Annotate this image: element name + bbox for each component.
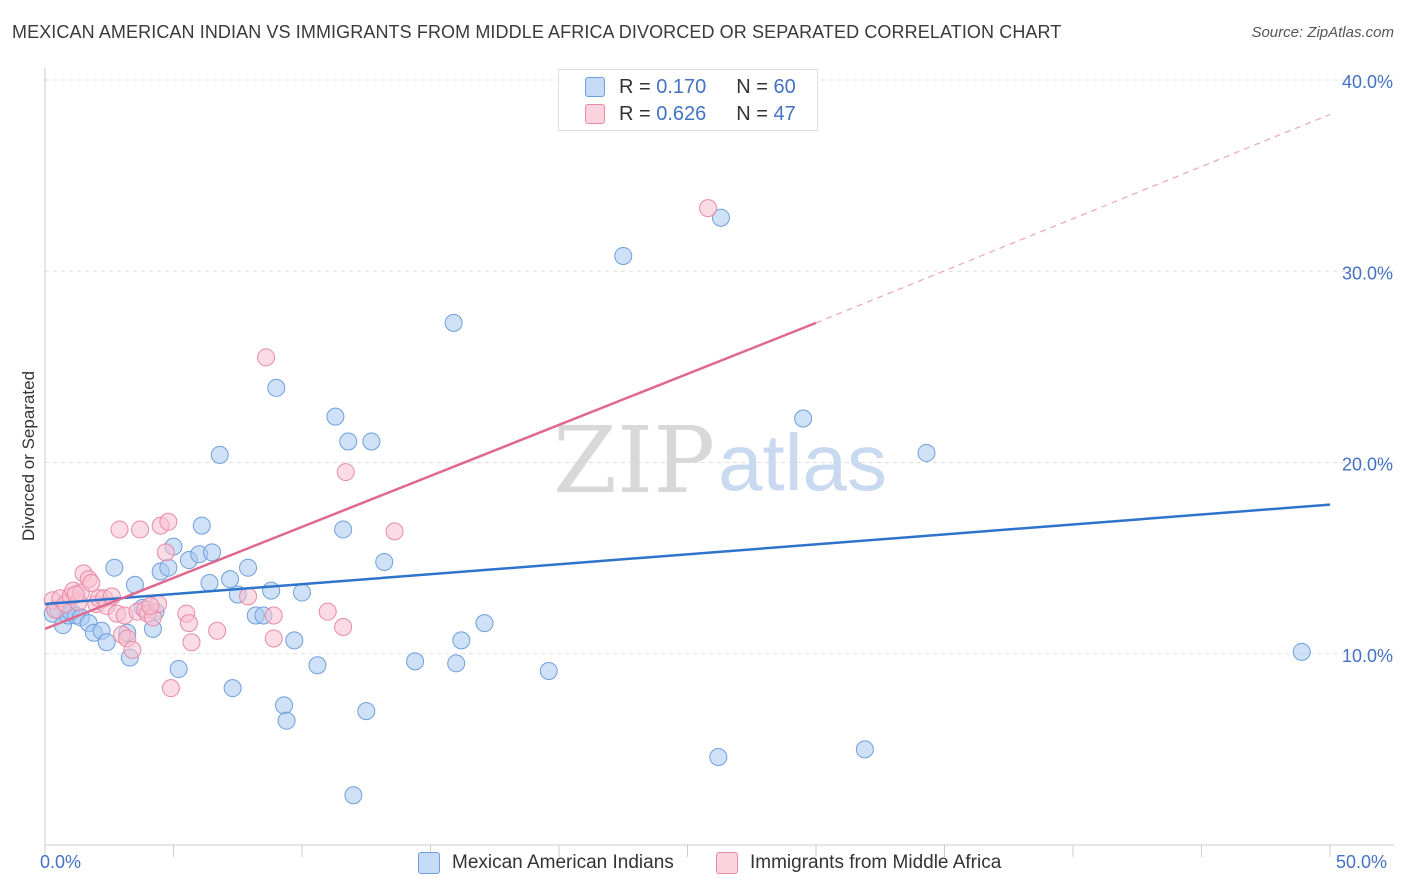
point-middle-africa bbox=[699, 199, 718, 218]
point-mexican bbox=[406, 652, 425, 671]
y-tick-label: 30.0% bbox=[1342, 263, 1393, 283]
point-middle-africa bbox=[179, 614, 198, 633]
bottom-legend-swatch-pink-icon bbox=[716, 852, 738, 874]
point-middle-africa bbox=[334, 617, 353, 636]
point-middle-africa bbox=[257, 348, 276, 367]
bottom-legend-item-middle-africa: Immigrants from Middle Africa bbox=[716, 852, 1001, 874]
point-middle-africa bbox=[208, 621, 227, 640]
point-mexican bbox=[277, 711, 296, 730]
y-tick-label: 20.0% bbox=[1342, 455, 1393, 475]
point-mexican bbox=[293, 583, 311, 602]
point-mexican bbox=[375, 552, 394, 571]
trend-line-mexican bbox=[44, 503, 1331, 606]
point-mexican bbox=[210, 445, 229, 464]
point-mexican bbox=[1292, 642, 1311, 661]
point-mexican bbox=[239, 558, 258, 577]
trend-line-extension bbox=[815, 113, 1331, 324]
point-middle-africa bbox=[66, 585, 85, 604]
point-mexican bbox=[285, 631, 304, 650]
legend-swatch-blue-icon bbox=[585, 77, 605, 97]
point-middle-africa bbox=[123, 640, 142, 659]
legend-n-value: 60 bbox=[773, 75, 796, 98]
point-mexican bbox=[267, 378, 286, 397]
point-middle-africa bbox=[239, 587, 258, 606]
point-middle-africa bbox=[385, 522, 404, 541]
legend-row-mexican: R = 0.170 N = 60 bbox=[585, 74, 796, 100]
legend-r-label: R = bbox=[619, 102, 651, 125]
point-mexican bbox=[357, 702, 376, 721]
legend-r-label: R = bbox=[619, 75, 651, 98]
watermark-atlas: atlas bbox=[718, 418, 887, 507]
y-tick-labels: 10.0% 20.0% 30.0% 40.0% bbox=[1342, 72, 1393, 666]
point-mexican bbox=[444, 313, 463, 332]
point-middle-africa bbox=[156, 543, 175, 562]
bottom-legend-item-mexican: Mexican American Indians bbox=[418, 852, 674, 874]
point-mexican bbox=[614, 246, 633, 265]
point-middle-africa bbox=[161, 679, 180, 698]
point-middle-africa bbox=[318, 602, 337, 621]
point-middle-africa bbox=[159, 512, 178, 531]
point-mexican bbox=[223, 679, 242, 698]
chart-title: MEXICAN AMERICAN INDIAN VS IMMIGRANTS FR… bbox=[12, 22, 1062, 42]
trend-lines bbox=[44, 113, 1331, 631]
legend-n-label: N = bbox=[736, 102, 768, 125]
source-label: Source: ZipAtlas.com bbox=[1251, 24, 1394, 41]
point-middle-africa bbox=[131, 520, 150, 539]
bottom-legend-label-mexican: Mexican American Indians bbox=[452, 852, 674, 873]
trend-line-middle-africa bbox=[44, 321, 817, 631]
point-mexican bbox=[308, 656, 327, 675]
point-middle-africa bbox=[182, 633, 201, 652]
point-mexican bbox=[794, 409, 813, 428]
x-tick-min: 0.0% bbox=[40, 852, 82, 872]
point-mexican bbox=[221, 570, 240, 589]
point-mexican bbox=[855, 740, 874, 759]
point-mexican bbox=[159, 558, 178, 577]
point-mexican bbox=[344, 786, 363, 805]
point-middle-africa bbox=[82, 573, 101, 592]
point-middle-africa bbox=[110, 520, 129, 539]
point-mexican bbox=[334, 520, 353, 539]
legend-r-value: 0.170 bbox=[656, 75, 707, 98]
bottom-legend-swatch-blue-icon bbox=[418, 852, 440, 874]
point-mexican bbox=[452, 631, 471, 650]
point-mexican bbox=[539, 661, 558, 680]
point-middle-africa bbox=[264, 606, 283, 625]
data-points bbox=[43, 199, 1311, 805]
point-mexican bbox=[475, 614, 494, 633]
point-mexican bbox=[709, 748, 728, 767]
point-mexican bbox=[711, 208, 730, 227]
point-mexican bbox=[362, 432, 381, 451]
point-mexican bbox=[917, 443, 936, 462]
point-middle-africa bbox=[264, 629, 283, 648]
point-mexican bbox=[262, 581, 281, 600]
point-mexican bbox=[192, 516, 211, 535]
bottom-legend-label-middle-africa: Immigrants from Middle Africa bbox=[750, 852, 1002, 873]
point-mexican bbox=[200, 573, 219, 592]
watermark-zip: ZIP bbox=[553, 407, 715, 514]
point-mexican bbox=[339, 432, 358, 451]
y-tick-label: 10.0% bbox=[1342, 646, 1393, 666]
point-mexican bbox=[169, 660, 188, 679]
point-mexican bbox=[275, 696, 294, 715]
point-mexican bbox=[105, 558, 124, 577]
legend-swatch-pink-icon bbox=[585, 104, 605, 124]
point-mexican bbox=[326, 407, 345, 426]
point-mexican bbox=[203, 543, 222, 562]
x-tick-max: 50.0% bbox=[1336, 852, 1388, 872]
point-middle-africa bbox=[141, 596, 160, 615]
point-mexican bbox=[447, 654, 466, 673]
y-axis-label: Divorced or Separated bbox=[19, 371, 38, 541]
y-tick-label: 40.0% bbox=[1342, 72, 1393, 92]
point-mexican bbox=[97, 633, 116, 652]
bottom-legend: 0.0% Mexican American Indians Immigrants… bbox=[0, 852, 1406, 878]
point-middle-africa bbox=[336, 463, 355, 482]
legend-box: R = 0.170 N = 60 R = 0.626 N = 47 bbox=[558, 69, 818, 131]
legend-r-value: 0.626 bbox=[656, 102, 707, 125]
legend-row-middle-africa: R = 0.626 N = 47 bbox=[585, 101, 796, 127]
watermark: ZIP atlas bbox=[553, 407, 887, 514]
legend-n-label: N = bbox=[736, 75, 768, 98]
legend-n-value: 47 bbox=[773, 102, 796, 125]
